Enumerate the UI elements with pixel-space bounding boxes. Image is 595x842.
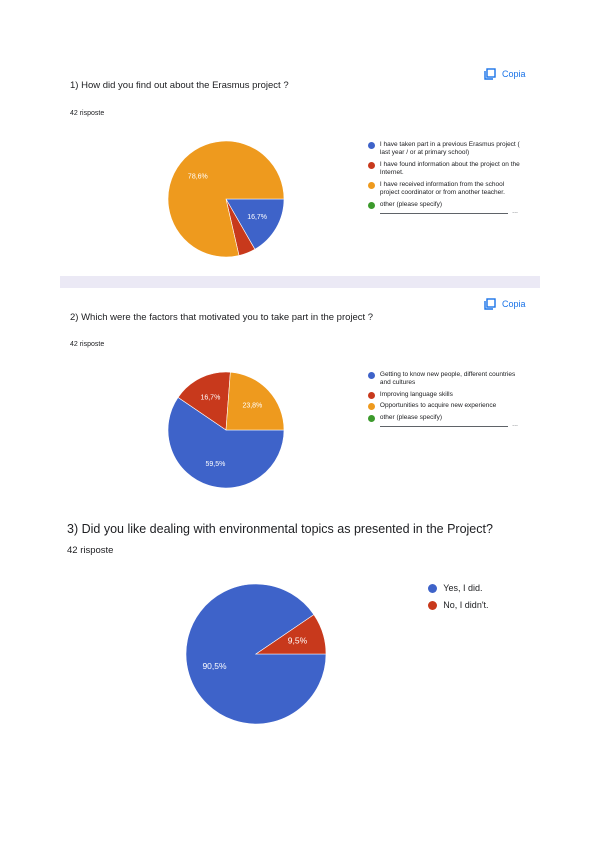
copy-icon [484, 298, 496, 310]
other-specify-line: ... [380, 421, 518, 428]
legend-item-1: Getting to know new people, different co… [368, 371, 523, 388]
question-1-title: 1) How did you find out about the Erasmu… [70, 80, 289, 91]
question-2-title: 2) Which were the factors that motivated… [70, 312, 374, 323]
pie-slice-3 [225, 371, 285, 431]
legend-swatch [368, 403, 375, 411]
legend-swatch [368, 181, 375, 189]
slice-label-2: 16,7% [200, 394, 220, 401]
legend-label: Opportunities to acquire new experience [379, 402, 497, 410]
slice-label-1: 90,5% [202, 661, 227, 671]
legend-swatch [368, 142, 375, 149]
legend-swatch [368, 372, 375, 379]
legend-3: Yes, I did. No, I didn't. [428, 583, 548, 616]
legend-item-3: Opportunities to acquire new experience [368, 402, 523, 411]
copy-button[interactable]: Copia [484, 298, 526, 310]
legend-label: Improving language skills [379, 390, 453, 398]
pie-slice-1 [225, 198, 285, 250]
legend-item-4: other (please specify) [368, 414, 523, 422]
legend-item-2: I have found information about the proje… [368, 161, 523, 178]
legend-item-4: other (please specify) [368, 201, 523, 209]
pie-slice-3 [167, 140, 285, 258]
legend-label: Yes, I did. [443, 583, 483, 593]
legend-swatch [368, 201, 375, 209]
pie-slice-2 [177, 371, 231, 431]
copy-label: Copia [502, 299, 526, 309]
pie-chart-2: 59,5% 16,7% 23,8% [167, 371, 285, 489]
legend-label: I have found information about the proje… [379, 160, 520, 177]
legend-1: I have taken part in a previous Erasmus … [368, 141, 523, 215]
question-3-title: 3) Did you like dealing with environment… [67, 522, 493, 536]
copy-label: Copia [502, 69, 526, 79]
copy-icon [484, 68, 496, 80]
legend-swatch [368, 414, 375, 422]
legend-label: I have received information from the sch… [379, 180, 505, 197]
legend-item-1: Yes, I did. [428, 583, 548, 595]
pie-chart-3: 90,5% 9,5% [185, 583, 327, 725]
legend-item-3: I have received information from the sch… [368, 181, 523, 198]
legend-swatch [428, 584, 437, 593]
legend-swatch [428, 600, 437, 610]
pie-slice-1 [167, 396, 285, 489]
legend-label: other (please specify) [379, 200, 443, 208]
slice-label-3: 23,8% [242, 402, 262, 409]
question-2-response-count: 42 risposte [70, 341, 105, 348]
slice-label-2: 9,5% [288, 635, 308, 645]
slice-label-3: 78,6% [188, 173, 208, 180]
legend-2: Getting to know new people, different co… [368, 371, 523, 428]
slice-label-1: 16,7% [247, 214, 267, 221]
question-1-response-count: 42 risposte [70, 110, 105, 117]
other-specify-line: ... [380, 208, 518, 215]
legend-item-1: I have taken part in a previous Erasmus … [368, 141, 523, 158]
legend-swatch [368, 391, 375, 399]
question-3-response-count: 42 risposte [67, 545, 114, 556]
legend-label: No, I didn't. [443, 599, 489, 610]
slice-label-1: 59,5% [205, 461, 225, 468]
pie-slice-2 [255, 614, 327, 655]
section-divider [60, 276, 540, 288]
legend-swatch [368, 161, 375, 169]
legend-label: I have taken part in a previous Erasmus … [379, 141, 520, 157]
legend-item-2: No, I didn't. [428, 600, 548, 612]
legend-label: Getting to know new people, different co… [379, 371, 516, 387]
legend-label: other (please specify) [379, 413, 443, 421]
legend-item-2: Improving language skills [368, 391, 523, 399]
copy-button[interactable]: Copia [484, 68, 526, 80]
pie-chart-1: 16,7% 78,6% [167, 140, 285, 258]
